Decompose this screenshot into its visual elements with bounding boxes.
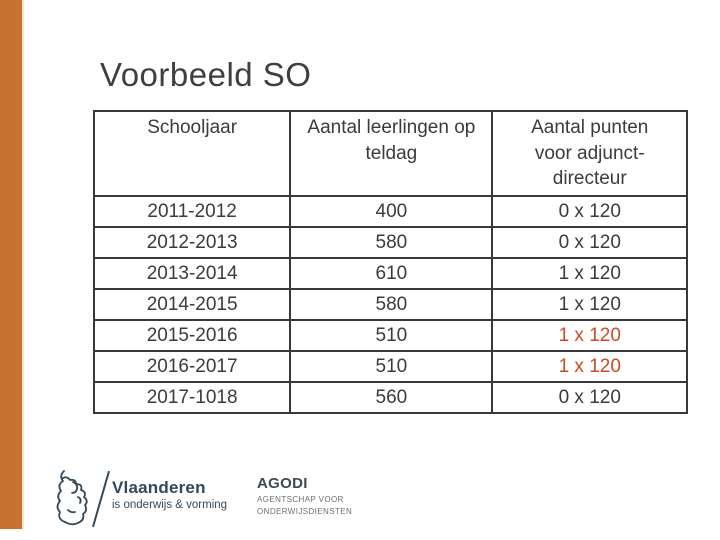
cell-punten: 0 x 120 (491, 381, 688, 414)
cell-punten: 1 x 120 (491, 257, 688, 290)
cell-punten: 0 x 120 (491, 195, 688, 228)
header-aantal-punten: Aantal punten voor adjunct-directeur (491, 110, 688, 197)
data-table: Schooljaar Aantal leerlingen op teldag A… (92, 110, 688, 414)
cell-punten: 1 x 120 (491, 350, 688, 383)
footer-logos: Vlaanderen is onderwijs & vorming AGODI … (52, 466, 352, 528)
table-row: 2014-2015 580 1 x 120 (92, 288, 688, 321)
agency-subtitle-line1: AGENTSCHAP VOOR (257, 495, 344, 504)
table-row: 2016-2017 510 1 x 120 (92, 350, 688, 383)
brand-block: Vlaanderen is onderwijs & vorming (112, 478, 228, 511)
table-row: 2015-2016 510 1 x 120 (92, 319, 688, 352)
cell-schooljaar: 2016-2017 (92, 350, 292, 383)
agency-name: AGODI (257, 475, 308, 492)
table-row: 2013-2014 610 1 x 120 (92, 257, 688, 290)
cell-schooljaar: 2015-2016 (92, 319, 292, 352)
table-row: 2017-1018 560 0 x 120 (92, 381, 688, 414)
cell-leerlingen: 580 (289, 288, 494, 321)
slide-title: Voorbeeld SO (100, 56, 312, 93)
cell-leerlingen: 560 (289, 381, 494, 414)
header-aantal-leerlingen: Aantal leerlingen op teldag (289, 110, 494, 197)
header-schooljaar: Schooljaar (92, 110, 292, 197)
cell-leerlingen: 400 (289, 195, 494, 228)
table-row: 2011-2012 400 0 x 120 (92, 195, 688, 228)
cell-schooljaar: 2017-1018 (92, 381, 292, 414)
table-body: 2011-2012 400 0 x 120 2012-2013 580 0 x … (92, 195, 688, 414)
table-header-row: Schooljaar Aantal leerlingen op teldag A… (92, 110, 688, 197)
agency-subtitle-line2: ONDERWIJSDIENSTEN (257, 507, 353, 516)
cell-punten: 0 x 120 (491, 226, 688, 259)
cell-leerlingen: 580 (289, 226, 494, 259)
left-accent-bar (0, 0, 24, 529)
cell-punten: 1 x 120 (491, 288, 688, 321)
cell-leerlingen: 510 (289, 350, 494, 383)
cell-schooljaar: 2013-2014 (92, 257, 292, 290)
flanders-lion-icon (52, 466, 98, 528)
cell-leerlingen: 510 (289, 319, 494, 352)
cell-leerlingen: 610 (289, 257, 494, 290)
cell-schooljaar: 2011-2012 (92, 195, 292, 228)
cell-punten: 1 x 120 (491, 319, 688, 352)
brand-tagline: is onderwijs & vorming (112, 498, 228, 511)
brand-name: Vlaanderen (112, 478, 206, 497)
cell-schooljaar: 2014-2015 (92, 288, 292, 321)
cell-schooljaar: 2012-2013 (92, 226, 292, 259)
table-row: 2012-2013 580 0 x 120 (92, 226, 688, 259)
agency-block: AGODI AGENTSCHAP VOOR ONDERWIJSDIENSTEN (257, 475, 352, 516)
